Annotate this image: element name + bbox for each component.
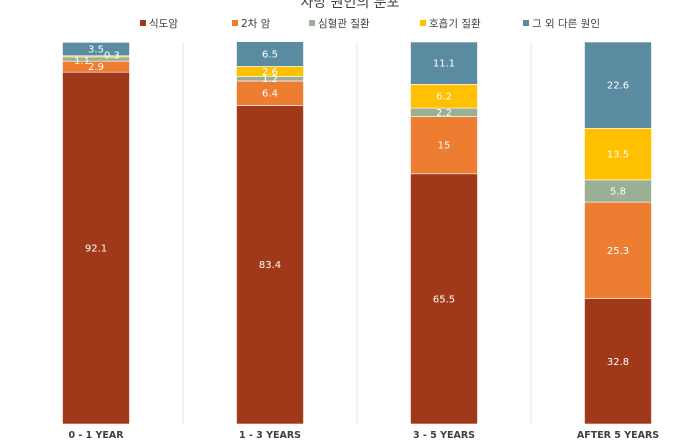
legend-swatch-2차-암 <box>232 20 238 26</box>
x-axis-tick-labels: 0 - 1 YEAR 1 - 3 YEARS 3 - 5 YEARS AFTER 5 … <box>68 430 659 440</box>
bar-segment-그-외-다른-원인-3 <box>410 41 478 85</box>
data-label-2차-암-1: 2.9 <box>88 62 104 73</box>
data-label-2차-암-3: 15 <box>438 141 451 152</box>
bar-segment-식도암-3 <box>410 173 478 425</box>
x-tick-label-2: 1 - 3 YEARS <box>239 430 301 440</box>
chart-title: 사망 원인의 분포 <box>300 0 399 11</box>
data-label-그-외-다른-원인-4: 22.6 <box>607 81 629 92</box>
data-label-호흡기-질환-1: 0.3 <box>104 50 120 61</box>
bar-segment-2차-암-4 <box>584 201 652 300</box>
legend-label-식도암: 식도암 <box>149 18 178 30</box>
bar-segment-식도암-1 <box>62 71 130 425</box>
bar-segment-호흡기-질환-4 <box>584 128 652 181</box>
data-label-호흡기-질환-2: 2.6 <box>262 67 278 78</box>
data-label-그-외-다른-원인-1: 3.5 <box>88 45 104 56</box>
bar-segment-그-외-다른-원인-4 <box>584 41 652 129</box>
legend-swatch-식도암 <box>140 20 146 26</box>
data-label-심혈관-질환-1: 1.1 <box>74 56 90 67</box>
data-label-식도암-4: 32.8 <box>607 357 629 368</box>
data-label-식도암-1: 92.1 <box>85 244 107 255</box>
data-label-식도암-2: 83.4 <box>259 260 281 271</box>
legend-label-2차-암: 2차 암 <box>241 18 271 30</box>
x-tick-label-3: 3 - 5 YEARS <box>413 430 475 440</box>
data-label-식도암-3: 65.5 <box>433 294 455 305</box>
legend-swatch-그-외-다른-원인 <box>523 20 529 26</box>
data-label-2차-암-4: 25.3 <box>607 246 629 257</box>
legend-swatch-심혈관-질환 <box>309 20 315 26</box>
bars <box>62 41 652 425</box>
legend: 식도암 2차 암 심혈관 질환 호흡기 질환 그 외 다른 원인 <box>140 17 600 30</box>
data-label-그-외-다른-원인-2: 6.5 <box>262 50 278 61</box>
data-label-심혈관-질환-3: 2.2 <box>436 108 452 119</box>
bar-segment-그-외-다른-원인-1 <box>62 42 130 57</box>
bar-segment-식도암-4 <box>584 298 652 425</box>
data-label-그-외-다른-원인-3: 11.1 <box>433 59 455 70</box>
x-tick-label-4: AFTER 5 YEARS <box>577 430 659 440</box>
bar-segment-2차-암-2 <box>236 80 304 106</box>
bar-segment-2차-암-3 <box>410 116 478 175</box>
data-label-호흡기-질환-4: 13.5 <box>607 150 629 161</box>
data-label-심혈관-질환-4: 5.8 <box>610 186 626 197</box>
data-label-심혈관-질환-2: 1.2 <box>262 74 278 85</box>
legend-label-호흡기-질환: 호흡기 질환 <box>429 17 481 30</box>
data-label-호흡기-질환-3: 6.2 <box>436 92 452 103</box>
data-labels: 92.1 2.91.1 0.33.5 83.4 6.4 1.22.6 6.5 65.5 15 2.… <box>74 45 629 368</box>
data-label-2차-암-2: 6.4 <box>262 89 278 100</box>
bar-segment-식도암-2 <box>236 105 304 425</box>
legend-label-심혈관-질환: 심혈관 질환 <box>318 17 370 30</box>
bar-segment-그-외-다른-원인-2 <box>236 41 304 67</box>
x-tick-label-1: 0 - 1 YEAR <box>68 430 124 440</box>
legend-label-그-외-다른-원인: 그 외 다른 원인 <box>532 18 600 30</box>
category-dividers <box>182 42 532 424</box>
legend-swatch-호흡기-질환 <box>420 20 426 26</box>
